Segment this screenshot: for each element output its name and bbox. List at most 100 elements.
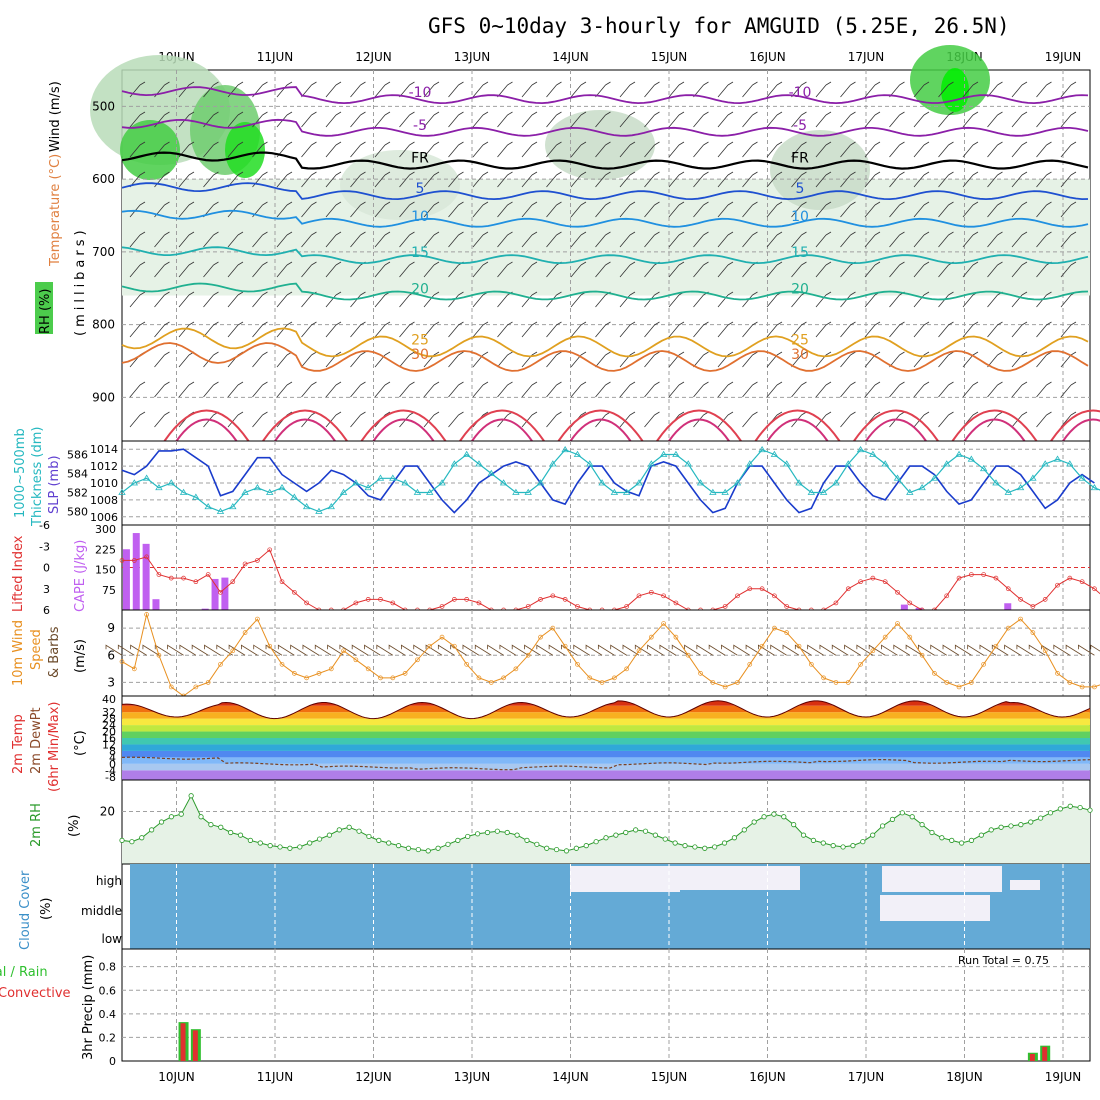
wind-speed-marker [415, 657, 420, 663]
wind-barb [374, 141, 391, 158]
rh-marker [178, 811, 184, 817]
rh-marker [237, 832, 244, 838]
wind-barb [742, 81, 758, 98]
wind-speed-marker [735, 680, 740, 685]
wind-barb [987, 111, 1003, 128]
wind-barb [350, 381, 366, 398]
wind-barb [668, 201, 685, 218]
pressure-tick-label: 500 [92, 99, 115, 113]
temperature-tick-label: 24 [102, 719, 116, 732]
cape-bar [915, 607, 923, 610]
surface-wind-barb [364, 644, 381, 656]
lifted-index-marker [661, 593, 666, 599]
wind-barb [1036, 81, 1052, 98]
wind-barb [325, 111, 342, 128]
wind-barb [227, 81, 244, 98]
wind-barb [350, 351, 366, 368]
rh-shading [90, 45, 1090, 296]
rh2m-axis-label: 2m RH [29, 803, 44, 847]
wind-barb [864, 261, 881, 278]
thickness-marker [1016, 483, 1025, 491]
thickness-marker [450, 460, 459, 467]
lifted-index-marker [784, 604, 790, 609]
thickness-marker [906, 488, 914, 495]
wind-barb [497, 381, 513, 398]
wind-barb [570, 261, 587, 278]
wind-barb [374, 261, 391, 278]
surface-wind-barb [388, 644, 406, 656]
wind-barb [644, 291, 660, 308]
wind-barb [521, 231, 538, 248]
wind-barb [717, 321, 734, 338]
wind-barb [766, 261, 783, 278]
thickness-marker [241, 488, 249, 495]
wind-barb [178, 381, 195, 398]
wind-barb [448, 141, 464, 158]
wind-speed-marker [464, 661, 470, 667]
wind-barb [668, 81, 685, 98]
temperature-tick-label: 40 [102, 693, 116, 706]
rh-marker [326, 832, 333, 838]
wind-speed-marker [131, 666, 137, 672]
thickness-marker [795, 479, 803, 486]
lifted-index-marker [956, 575, 962, 581]
rh-marker [524, 837, 530, 843]
li-tick-label: -3 [39, 540, 50, 553]
thickness-marker [930, 474, 939, 481]
cape-bar [122, 549, 130, 610]
wind-barb [374, 321, 391, 338]
wind-barb [742, 201, 758, 218]
wind-barb [815, 81, 832, 98]
thickness-marker [512, 488, 520, 495]
thickness-marker [278, 483, 286, 491]
wind-barb [1011, 231, 1028, 248]
wind-barb [864, 231, 881, 248]
lifted-index-marker [144, 554, 149, 560]
cape-bar [1004, 603, 1012, 610]
thickness-marker [610, 488, 619, 495]
rh-marker [662, 836, 668, 842]
thickness-marker [216, 507, 225, 514]
wind-barb [570, 171, 587, 188]
total-rain-label: Total / Rain [0, 965, 48, 980]
wind-barb [913, 201, 930, 218]
wind-speed-marker [488, 680, 494, 685]
lifted-index-marker [439, 604, 445, 609]
temperature-band [122, 738, 1090, 745]
wind-speed-marker [648, 634, 654, 640]
wind-barb [791, 321, 807, 338]
lifted-index-marker [242, 561, 248, 567]
rh-marker [998, 824, 1004, 830]
rh-marker [583, 843, 589, 849]
wind-speed-marker [624, 666, 630, 672]
wind-barb [962, 141, 979, 158]
lifted-index-marker [181, 575, 186, 581]
wind-barb [791, 171, 807, 188]
rh-marker [228, 829, 234, 836]
wind-barb [325, 261, 342, 278]
rh-panel: 20 [100, 779, 1093, 865]
wind-barb [472, 321, 489, 338]
wind-barb [815, 201, 832, 218]
thickness-marker [204, 502, 212, 510]
surface-wind-barb [179, 644, 197, 656]
wind-barb [154, 291, 170, 308]
wind-barb [203, 141, 219, 158]
lifted-index-marker [279, 579, 285, 585]
rh-marker [1008, 823, 1014, 829]
wind-barb [325, 201, 342, 218]
temperature-contour-label: 10 [411, 209, 429, 225]
lifted-index-marker [131, 558, 137, 563]
lifted-index-marker [870, 575, 876, 581]
lifted-index-marker [304, 600, 309, 606]
wind-barb [864, 381, 881, 398]
cloud-ticks: high middle low [81, 874, 122, 946]
wind-speed-marker [328, 666, 334, 672]
rh-marker [800, 832, 807, 838]
temperature-band [122, 718, 1090, 726]
wind-panel: 3 6 9 [105, 609, 1100, 699]
thickness-marker [229, 502, 237, 510]
rh-marker [879, 823, 886, 829]
wind-barb [448, 231, 464, 248]
wind-barb [1036, 171, 1052, 188]
